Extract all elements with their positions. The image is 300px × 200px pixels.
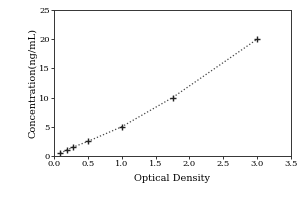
Y-axis label: Concentration(ng/mL): Concentration(ng/mL) (28, 28, 38, 138)
X-axis label: Optical Density: Optical Density (134, 174, 211, 183)
